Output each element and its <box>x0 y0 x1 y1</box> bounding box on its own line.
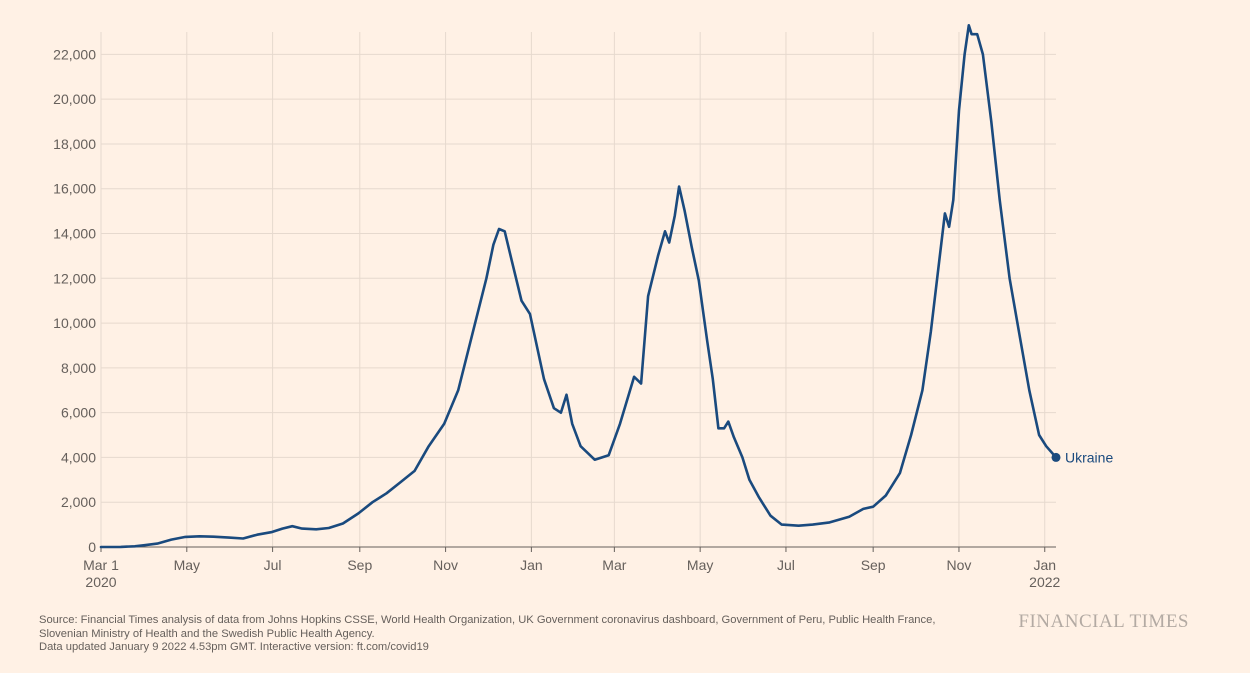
chart: 0 2,000 4,000 6,000 8,000 10,000 12,000 14,000 1… <box>53 24 1113 590</box>
y-tick-label: 12,000 <box>53 270 96 286</box>
series-line-ukraine <box>99 24 1058 549</box>
x-tick-label: Mar 1 <box>83 557 119 573</box>
y-tick-label: 18,000 <box>53 136 96 152</box>
horizontal-gridlines <box>101 53 1056 548</box>
x-tick-label: Sep <box>347 557 372 573</box>
x-tick-label: Jan <box>520 557 543 573</box>
x-tick-year-label: 2022 <box>1029 574 1060 590</box>
x-tick-label: Nov <box>946 557 971 573</box>
vertical-gridlines <box>100 32 1046 552</box>
brand-logo: FINANCIAL TIMES <box>1018 611 1189 632</box>
y-tick-label: 14,000 <box>53 226 96 242</box>
y-tick-label: 0 <box>88 539 96 555</box>
chart-footer: Source: Financial Times analysis of data… <box>39 614 979 655</box>
y-tick-label: 6,000 <box>61 405 96 421</box>
series-group: Ukraine <box>99 24 1113 549</box>
series-label: Ukraine <box>1065 449 1113 465</box>
source-note-line-1: Source: Financial Times analysis of data… <box>39 614 936 626</box>
x-tick-label: May <box>687 557 713 573</box>
y-tick-label: 16,000 <box>53 181 96 197</box>
x-tick-label: Mar <box>602 557 626 573</box>
y-tick-label: 4,000 <box>61 449 96 465</box>
y-tick-label: 2,000 <box>61 494 96 510</box>
x-tick-label: Sep <box>861 557 886 573</box>
y-tick-label: 22,000 <box>53 46 96 62</box>
series-end-marker <box>1051 452 1061 462</box>
x-tick-label: Jul <box>777 557 795 573</box>
source-note-line-2: Slovenian Ministry of Health and the Swe… <box>39 627 375 640</box>
y-tick-label: 10,000 <box>53 315 96 331</box>
x-tick-label: Nov <box>433 557 458 573</box>
y-tick-label: 20,000 <box>53 91 96 107</box>
y-axis-tick-labels: 0 2,000 4,000 6,000 8,000 10,000 12,000 14,000 1… <box>53 46 96 555</box>
x-tick-year-label: 2020 <box>85 574 116 590</box>
x-tick-label: Jul <box>264 557 282 573</box>
updated-note: Data updated January 9 2022 4.53pm GMT. … <box>39 641 429 654</box>
y-tick-label: 8,000 <box>61 360 96 376</box>
x-tick-label: Jan <box>1033 557 1056 573</box>
x-tick-label: May <box>174 557 200 573</box>
